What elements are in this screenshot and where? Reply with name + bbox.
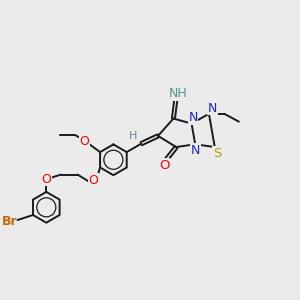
Text: O: O bbox=[88, 174, 98, 187]
Text: O: O bbox=[159, 159, 169, 172]
Text: O: O bbox=[41, 173, 51, 186]
Text: O: O bbox=[80, 135, 89, 148]
Text: N: N bbox=[208, 102, 217, 115]
Text: N: N bbox=[191, 144, 200, 157]
Text: N: N bbox=[188, 111, 198, 124]
Text: NH: NH bbox=[169, 87, 187, 100]
Text: Br: Br bbox=[2, 215, 17, 228]
Text: S: S bbox=[213, 147, 221, 160]
Text: H: H bbox=[129, 131, 138, 141]
